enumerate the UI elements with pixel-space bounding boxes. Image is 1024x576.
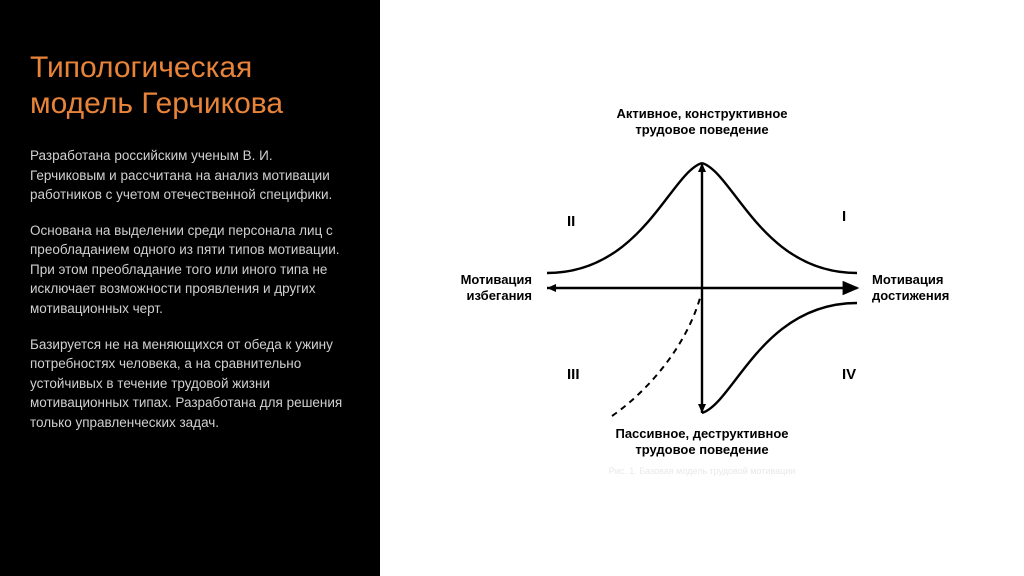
slide-title: Типологическая модель Герчикова [30, 50, 350, 122]
quadrant-4: IV [842, 366, 856, 383]
quadrant-2: II [567, 213, 575, 230]
quadrant-3: III [567, 366, 580, 383]
quadrant-diagram: Активное, конструктивное трудовое поведе… [442, 88, 962, 488]
curve-lower-right [702, 303, 857, 413]
paragraph-3: Базируется не на меняющихся от обеда к у… [30, 335, 350, 433]
diagram-caption: Рис. 1. Базовая модель трудовой мотиваци… [609, 466, 796, 476]
curve-upper-right [702, 163, 857, 273]
diagram-panel: Активное, конструктивное трудовое поведе… [380, 0, 1024, 576]
quadrant-1: I [842, 208, 846, 225]
text-panel: Типологическая модель Герчикова Разработ… [0, 0, 380, 576]
x-axis-left-arrow [547, 284, 556, 292]
curve-lower-dashed [612, 298, 700, 416]
paragraph-2: Основана на выделении среди персонала ли… [30, 221, 350, 319]
paragraph-1: Разработана российским ученым В. И. Герч… [30, 146, 350, 205]
axis-label-right: Мотивация достижения [872, 272, 962, 305]
axis-label-bottom: Пассивное, деструктивное трудовое поведе… [592, 426, 812, 459]
x-axis-right-arrow [848, 284, 857, 292]
axis-label-top: Активное, конструктивное трудовое поведе… [592, 106, 812, 139]
axis-label-left: Мотивация избегания [442, 272, 532, 305]
